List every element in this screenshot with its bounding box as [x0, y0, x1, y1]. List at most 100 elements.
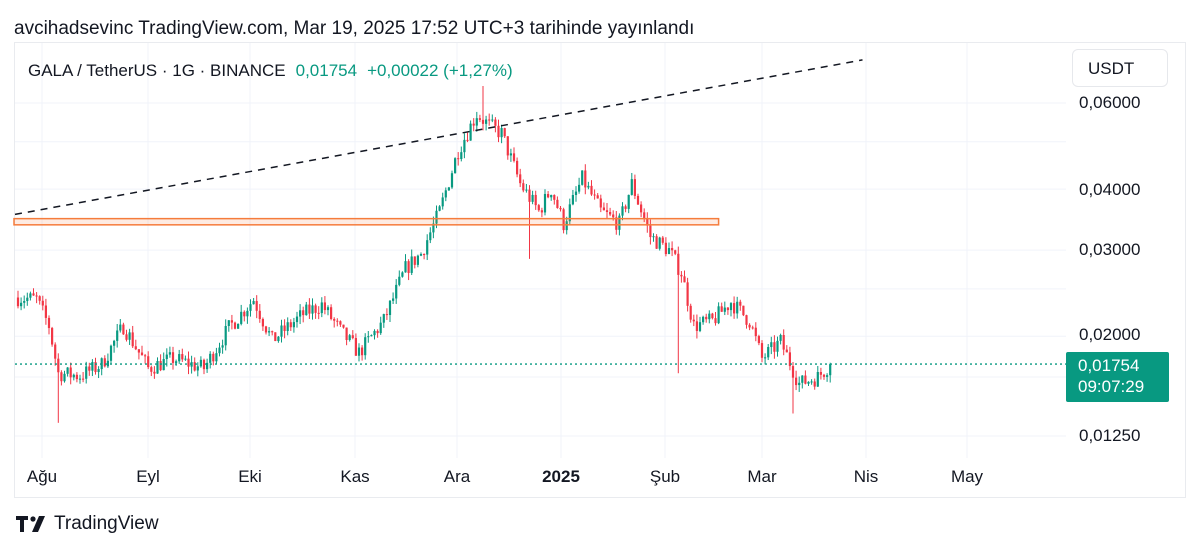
time-axis-label: Ara: [443, 467, 471, 486]
candle-body: [330, 307, 333, 319]
candle-body: [519, 174, 522, 184]
candle-body: [407, 261, 410, 273]
candle-body: [131, 332, 134, 347]
candle-body: [720, 306, 723, 312]
candle-body: [581, 170, 584, 185]
candle-body: [401, 272, 404, 277]
candle-body: [525, 189, 528, 191]
candle-body: [540, 210, 543, 213]
candle-body: [398, 276, 401, 285]
candle-body: [671, 248, 674, 251]
candle-body: [528, 189, 531, 202]
time-axis-label: Kas: [340, 467, 370, 486]
candle-body: [636, 195, 640, 205]
candle-body: [757, 336, 760, 344]
candle-body: [711, 313, 714, 319]
candle-body: [233, 322, 237, 329]
candle-body: [348, 335, 351, 340]
candle-body: [379, 322, 382, 334]
candle-body: [652, 236, 655, 238]
candle-body: [32, 293, 35, 296]
candle-body: [181, 354, 184, 360]
candle-body: [472, 123, 475, 126]
candle-body: [395, 284, 398, 299]
candle-body: [209, 353, 212, 363]
candle-body: [516, 160, 519, 175]
candle-body: [246, 310, 249, 317]
candle-body: [215, 353, 218, 362]
candle-body: [726, 307, 729, 311]
price-axis-label: 0,04000: [1079, 180, 1141, 199]
time-axis-label: May: [950, 467, 984, 486]
candle-body: [469, 123, 472, 141]
candle-body: [500, 128, 503, 138]
candle-body: [534, 194, 537, 206]
candle-body: [137, 349, 140, 353]
candle-body: [689, 305, 692, 320]
candle-body: [497, 125, 500, 138]
time-axis-label: Mar: [747, 467, 777, 486]
candle-body: [134, 346, 137, 350]
candle-body: [627, 194, 630, 209]
candle-body: [373, 330, 376, 336]
candle-body: [125, 334, 128, 340]
candle-body: [413, 256, 416, 265]
candle-body: [779, 335, 782, 341]
candle-body: [646, 218, 649, 226]
candle-body: [336, 320, 339, 322]
candle-body: [221, 345, 224, 348]
candle-body: [249, 304, 252, 311]
currency-unit-button[interactable]: USDT: [1072, 49, 1168, 87]
candle-body: [602, 207, 605, 211]
candle-body: [38, 296, 41, 301]
candle-body: [702, 316, 705, 323]
candle-body: [268, 331, 271, 333]
candle-body: [385, 314, 388, 316]
candle-body: [283, 325, 286, 332]
price-axis-label: 0,01250: [1079, 426, 1141, 445]
tradingview-logo-icon: [16, 516, 45, 532]
tradingview-branding[interactable]: TradingView: [16, 512, 159, 536]
candle-body: [91, 362, 94, 371]
candle-body: [556, 199, 559, 208]
candle-body: [314, 305, 317, 313]
candle-body: [522, 183, 525, 191]
candle-body: [274, 332, 277, 342]
candle-body: [698, 322, 702, 331]
candle-body: [261, 319, 264, 327]
candle-body: [785, 349, 788, 353]
candle-body: [677, 253, 680, 275]
candle-body: [599, 198, 602, 208]
candle-body: [826, 375, 829, 377]
candle-body: [277, 336, 280, 342]
candle-body: [317, 312, 320, 314]
candle-body: [475, 118, 478, 126]
candle-body: [596, 195, 599, 199]
time-axis-label: 2025: [542, 467, 580, 486]
candle-body: [466, 139, 469, 141]
candle-body: [29, 293, 32, 298]
candle-body: [767, 347, 770, 358]
candle-body: [748, 324, 751, 328]
candle-body: [503, 128, 506, 137]
candle-body: [255, 301, 258, 311]
candle-body: [41, 300, 44, 306]
candle-body: [423, 254, 426, 256]
candle-body: [320, 302, 323, 314]
candle-body: [531, 194, 534, 202]
candle-body: [733, 303, 736, 314]
candle-body: [553, 195, 556, 200]
last-price-tag-value: 0,01754: [1078, 356, 1140, 375]
candle-body: [35, 295, 38, 297]
candle-body: [655, 236, 658, 249]
candle-body: [357, 347, 361, 356]
last-price-tag: 0,01754 09:07:29: [1066, 352, 1169, 402]
candle-body: [804, 375, 807, 384]
candle-body: [153, 371, 156, 374]
candle-body: [590, 185, 593, 195]
candle-body: [537, 205, 540, 211]
candle-body: [509, 153, 512, 156]
candle-body: [441, 197, 444, 207]
time-axis-label: Eyl: [136, 467, 160, 486]
